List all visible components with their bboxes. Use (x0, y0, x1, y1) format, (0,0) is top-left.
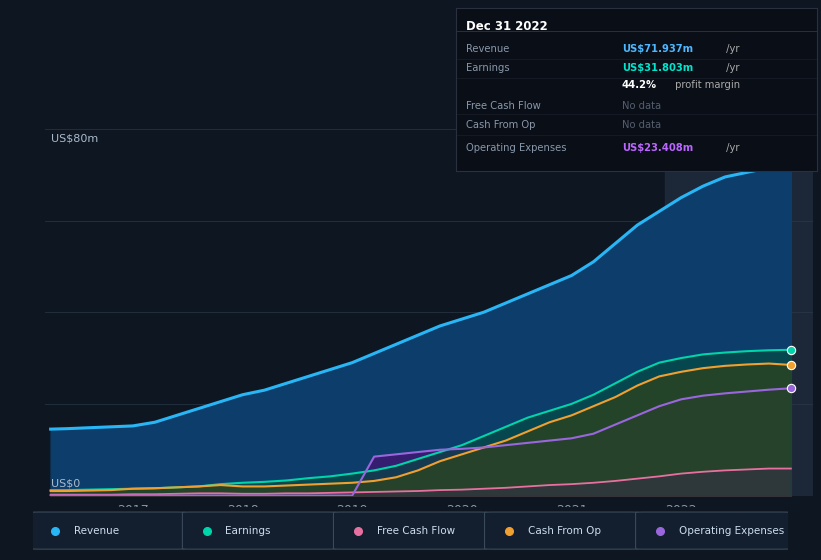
Text: No data: No data (621, 120, 661, 130)
Text: Earnings: Earnings (466, 63, 510, 73)
Text: Revenue: Revenue (466, 44, 510, 54)
Text: /yr: /yr (723, 143, 740, 153)
Text: 44.2%: 44.2% (621, 80, 657, 90)
Text: No data: No data (621, 101, 661, 111)
FancyBboxPatch shape (31, 512, 186, 549)
Text: US$23.408m: US$23.408m (621, 143, 693, 153)
Text: Cash From Op: Cash From Op (528, 526, 601, 535)
Text: Operating Expenses: Operating Expenses (466, 143, 567, 153)
Text: Cash From Op: Cash From Op (466, 120, 536, 130)
FancyBboxPatch shape (635, 512, 790, 549)
Text: Free Cash Flow: Free Cash Flow (377, 526, 455, 535)
Bar (665, 129, 813, 496)
FancyBboxPatch shape (182, 512, 337, 549)
Text: /yr: /yr (723, 44, 740, 54)
Text: profit margin: profit margin (672, 80, 741, 90)
Text: US$0: US$0 (51, 479, 80, 489)
Text: Earnings: Earnings (226, 526, 271, 535)
Text: US$80m: US$80m (51, 133, 98, 143)
Text: /yr: /yr (723, 63, 740, 73)
Text: Free Cash Flow: Free Cash Flow (466, 101, 541, 111)
Text: US$71.937m: US$71.937m (621, 44, 693, 54)
Text: Revenue: Revenue (75, 526, 120, 535)
Text: Operating Expenses: Operating Expenses (679, 526, 784, 535)
FancyBboxPatch shape (484, 512, 639, 549)
Text: US$31.803m: US$31.803m (621, 63, 693, 73)
FancyBboxPatch shape (333, 512, 488, 549)
Text: Dec 31 2022: Dec 31 2022 (466, 20, 548, 33)
